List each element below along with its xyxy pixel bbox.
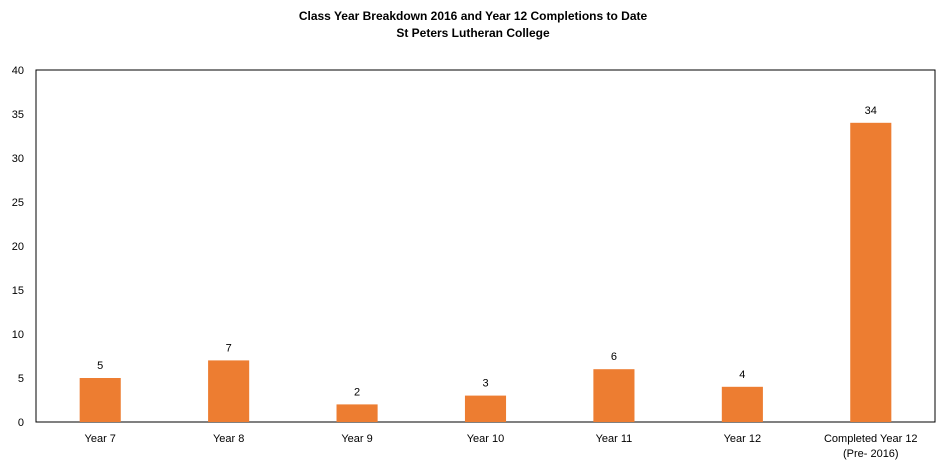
bar (721, 386, 763, 422)
x-tick-label: Year 11 (596, 433, 633, 445)
bar (850, 122, 892, 423)
x-tick-label: Year 9 (341, 433, 372, 445)
bar (79, 378, 121, 422)
x-tick-label: Year 12 (724, 433, 762, 445)
y-tick-label: 35 (12, 109, 24, 121)
bar-value-label: 34 (865, 105, 877, 117)
x-tick-label: Completed Year 12 (824, 433, 918, 445)
bar-value-label: 7 (226, 342, 232, 354)
bar (593, 369, 635, 422)
bar (464, 395, 507, 422)
y-tick-label: 0 (18, 417, 24, 429)
x-tick-label: (Pre- 2016) (843, 448, 899, 460)
y-axis-tick-labels: 0 5 10 15 20 25 30 35 40 (12, 65, 24, 429)
y-tick-label: 10 (12, 329, 24, 341)
bar-value-label: 6 (611, 351, 617, 363)
chart-subtitle: St Peters Lutheran College (396, 26, 550, 40)
bars (79, 122, 892, 423)
x-axis-tick-labels: Year 7 Year 8 Year 9 Year 10 Year 11 Year 12 C… (85, 433, 918, 460)
bar-value-label: 3 (482, 378, 488, 390)
bar (336, 404, 378, 422)
y-tick-label: 15 (12, 285, 24, 297)
y-tick-label: 40 (12, 65, 24, 77)
y-tick-label: 20 (12, 241, 24, 253)
plot-area-frame (35, 69, 936, 423)
x-tick-label: Year 8 (213, 433, 244, 445)
bar-value-label: 4 (739, 369, 745, 381)
x-tick-label: Year 10 (467, 433, 505, 445)
y-tick-label: 5 (18, 373, 24, 385)
y-tick-label: 30 (12, 153, 24, 165)
data-labels: 5 7 2 3 6 4 34 (97, 105, 877, 399)
chart-title: Class Year Breakdown 2016 and Year 12 Co… (299, 9, 648, 23)
bar (208, 360, 250, 422)
bar-value-label: 2 (354, 386, 360, 398)
bar-value-label: 5 (97, 360, 103, 372)
y-tick-label: 25 (12, 197, 24, 209)
x-tick-label: Year 7 (85, 433, 116, 445)
